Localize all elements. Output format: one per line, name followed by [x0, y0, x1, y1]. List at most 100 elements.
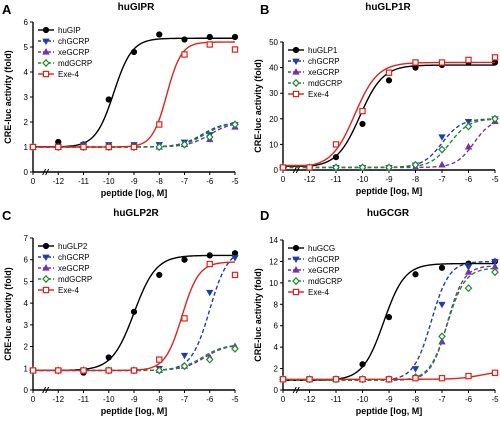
x-tick-label: -7	[438, 175, 446, 184]
x-tick-label: -11	[78, 177, 90, 186]
legend-marker	[292, 256, 300, 264]
data-point	[29, 143, 37, 151]
data-point	[279, 164, 287, 171]
data-point	[156, 356, 163, 363]
legend-entry: mdGCRP	[288, 276, 342, 286]
data-point	[412, 271, 419, 278]
axis-break	[45, 168, 50, 176]
data-point	[385, 163, 393, 172]
x-tick-label: 0	[281, 395, 286, 404]
chart-title: huGLP2R	[113, 208, 159, 219]
legend-entry: Exe-4	[288, 288, 329, 297]
legend-marker	[292, 265, 300, 273]
chart-title: huGIPR	[118, 2, 155, 13]
x-tick-label: -10	[357, 395, 369, 404]
x-tick-label: -5	[491, 175, 499, 184]
x-tick-label: -5	[231, 395, 239, 404]
x-tick-label: -10	[103, 177, 115, 186]
legend-entry: xeGCRP	[288, 265, 340, 275]
data-point	[465, 56, 472, 64]
axis-break	[42, 168, 47, 176]
x-tick-label: -10	[357, 175, 369, 184]
data-point	[491, 268, 499, 277]
axis-break	[292, 386, 297, 394]
x-tick-label: -12	[304, 395, 316, 404]
legend-label: xeGCRP	[308, 68, 340, 77]
legend-label: chGCRP	[58, 253, 90, 262]
legend-marker	[292, 276, 300, 286]
legend-marker	[42, 70, 50, 78]
series-line-mdgcrp	[283, 118, 496, 169]
data-point	[438, 134, 446, 141]
y-tick-label: 0	[274, 386, 279, 395]
data-point	[279, 376, 287, 383]
data-point	[180, 362, 189, 371]
data-point	[491, 369, 499, 377]
data-point	[306, 376, 313, 383]
legend-marker	[42, 26, 50, 34]
data-point	[359, 120, 366, 128]
x-axis-label: peptide [log, M]	[356, 186, 423, 196]
data-point	[464, 264, 473, 271]
legend-label: Exe-4	[58, 70, 79, 79]
panel-label: D	[260, 208, 269, 223]
y-tick-label: 5	[24, 43, 29, 52]
data-point	[231, 344, 239, 353]
legend-label: chGCRP	[308, 255, 340, 264]
legend-marker	[42, 242, 50, 250]
data-point	[438, 145, 446, 154]
x-tick-label: -8	[156, 395, 164, 404]
panel-label: C	[2, 208, 12, 223]
y-tick-label: 3	[24, 93, 29, 102]
data-point	[55, 143, 62, 151]
x-tick-label: 0	[31, 177, 36, 186]
data-point	[385, 314, 393, 321]
x-tick-label: -5	[491, 395, 499, 404]
data-point	[206, 33, 213, 41]
data-point	[231, 120, 239, 129]
x-tick-label: -10	[103, 395, 115, 404]
legend-entry: chGCRP	[38, 37, 90, 46]
legend-entry: mdGCRP	[38, 274, 92, 284]
series-line-chgcrp	[283, 260, 496, 382]
y-tick-label: 4	[24, 68, 29, 77]
y-tick-label: 10	[269, 140, 278, 149]
legend-marker	[292, 244, 300, 252]
legend-entry: huGCG	[288, 244, 335, 253]
data-point	[181, 256, 188, 263]
data-point	[105, 354, 112, 361]
legend-marker	[292, 46, 300, 54]
y-tick-label: 40	[269, 64, 278, 73]
x-tick-label: 0	[281, 175, 286, 184]
data-point	[438, 301, 446, 309]
y-tick-label: 4	[274, 343, 279, 352]
y-tick-label: 2	[24, 343, 29, 352]
y-tick-label: 1	[24, 364, 29, 373]
legend-label: huGLP1	[308, 46, 338, 55]
legend-entry: Exe-4	[288, 90, 329, 99]
legend-entry: chGCRP	[288, 255, 340, 264]
x-axis-label: peptide [log, M]	[101, 406, 168, 416]
legend-label: mdGCRP	[308, 277, 342, 286]
y-tick-label: 7	[24, 234, 29, 243]
legend-entry: mdGCRP	[288, 78, 342, 88]
legend-label: xeGCRP	[58, 48, 90, 57]
data-point	[491, 54, 499, 61]
y-tick-label: 8	[274, 300, 279, 309]
chart-title: huGCGR	[367, 208, 410, 219]
x-tick-label: -6	[465, 175, 473, 184]
legend-entry: chGCRP	[288, 57, 340, 66]
legend-entry: chGCRP	[38, 253, 90, 262]
legend-entry: mdGCRP	[38, 58, 92, 68]
data-point	[491, 114, 499, 123]
y-tick-label: 3	[24, 321, 29, 330]
legend-label: mdGCRP	[308, 79, 342, 88]
legend-label: mdGCRP	[58, 59, 92, 68]
data-point	[385, 69, 393, 76]
data-point	[231, 46, 239, 53]
legend-label: Exe-4	[308, 90, 329, 99]
x-tick-label: -8	[412, 395, 420, 404]
legend-marker	[292, 288, 300, 296]
